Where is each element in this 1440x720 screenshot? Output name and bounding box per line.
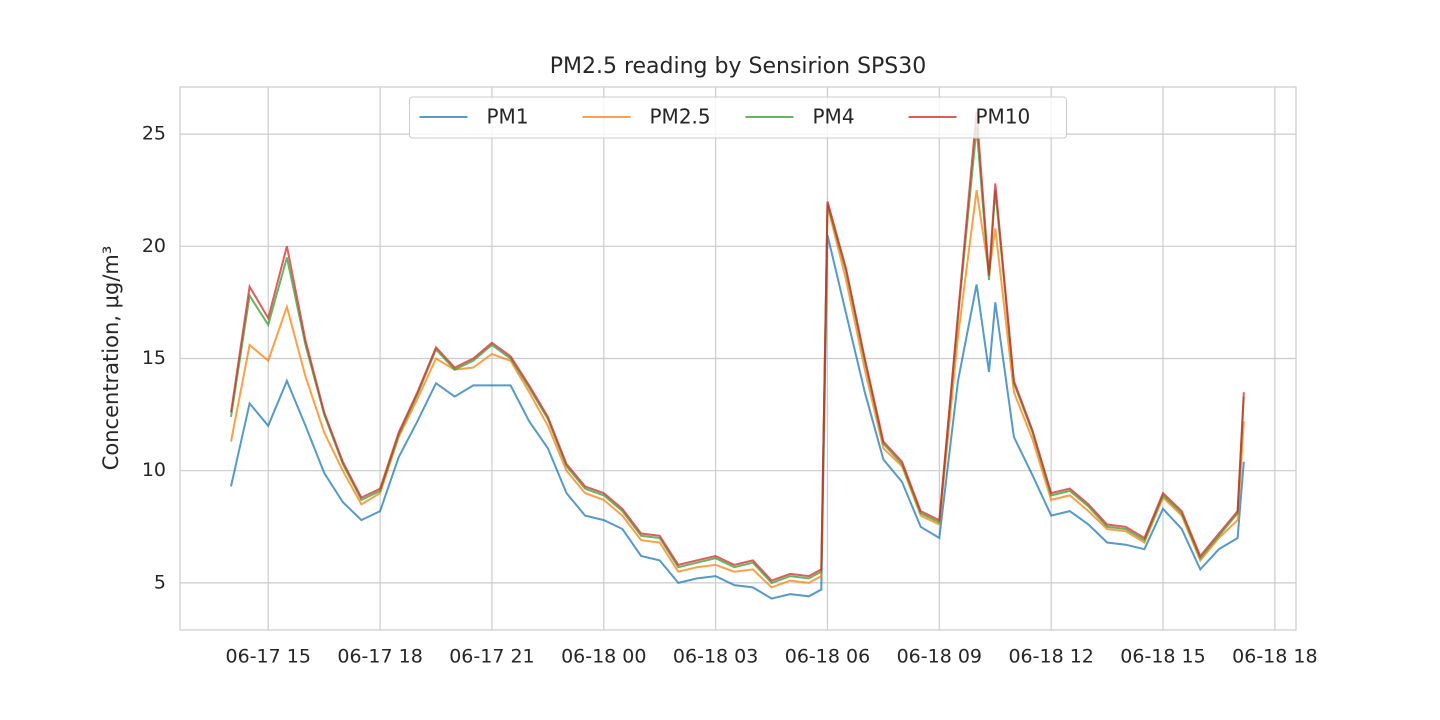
x-tick-label: 06-18 12: [1008, 646, 1093, 668]
y-axis-label: Concentration, μg/m³: [99, 246, 123, 471]
x-tick-label: 06-17 18: [337, 646, 422, 668]
legend-label: PM2.5: [650, 105, 711, 129]
y-tick-label: 5: [154, 571, 166, 593]
line: [230, 190, 1245, 589]
x-tick-label: 06-18 06: [785, 646, 870, 668]
x-tick-label: 06-17 15: [226, 646, 311, 668]
y-tick-label: 20: [142, 235, 166, 257]
legend-label: PM4: [813, 105, 855, 129]
x-tick-label: 06-18 18: [1232, 646, 1317, 668]
y-tick-label: 25: [142, 123, 166, 145]
line: [230, 111, 1245, 582]
x-tick-label: 06-18 03: [673, 646, 758, 668]
x-tick-label: 06-17 21: [449, 646, 534, 668]
x-tick-label: 06-18 00: [561, 646, 646, 668]
legend: [409, 96, 1067, 139]
legend-label: PM10: [976, 105, 1031, 129]
line: [230, 234, 1245, 600]
legend-label: PM1: [487, 105, 529, 129]
chart-title: PM2.5 reading by Sensirion SPS30: [550, 54, 927, 79]
x-tick-label: 06-18 09: [897, 646, 982, 668]
y-tick-label: 15: [142, 347, 166, 369]
y-tick-label: 10: [142, 459, 166, 481]
x-tick-label: 06-18 15: [1120, 646, 1205, 668]
